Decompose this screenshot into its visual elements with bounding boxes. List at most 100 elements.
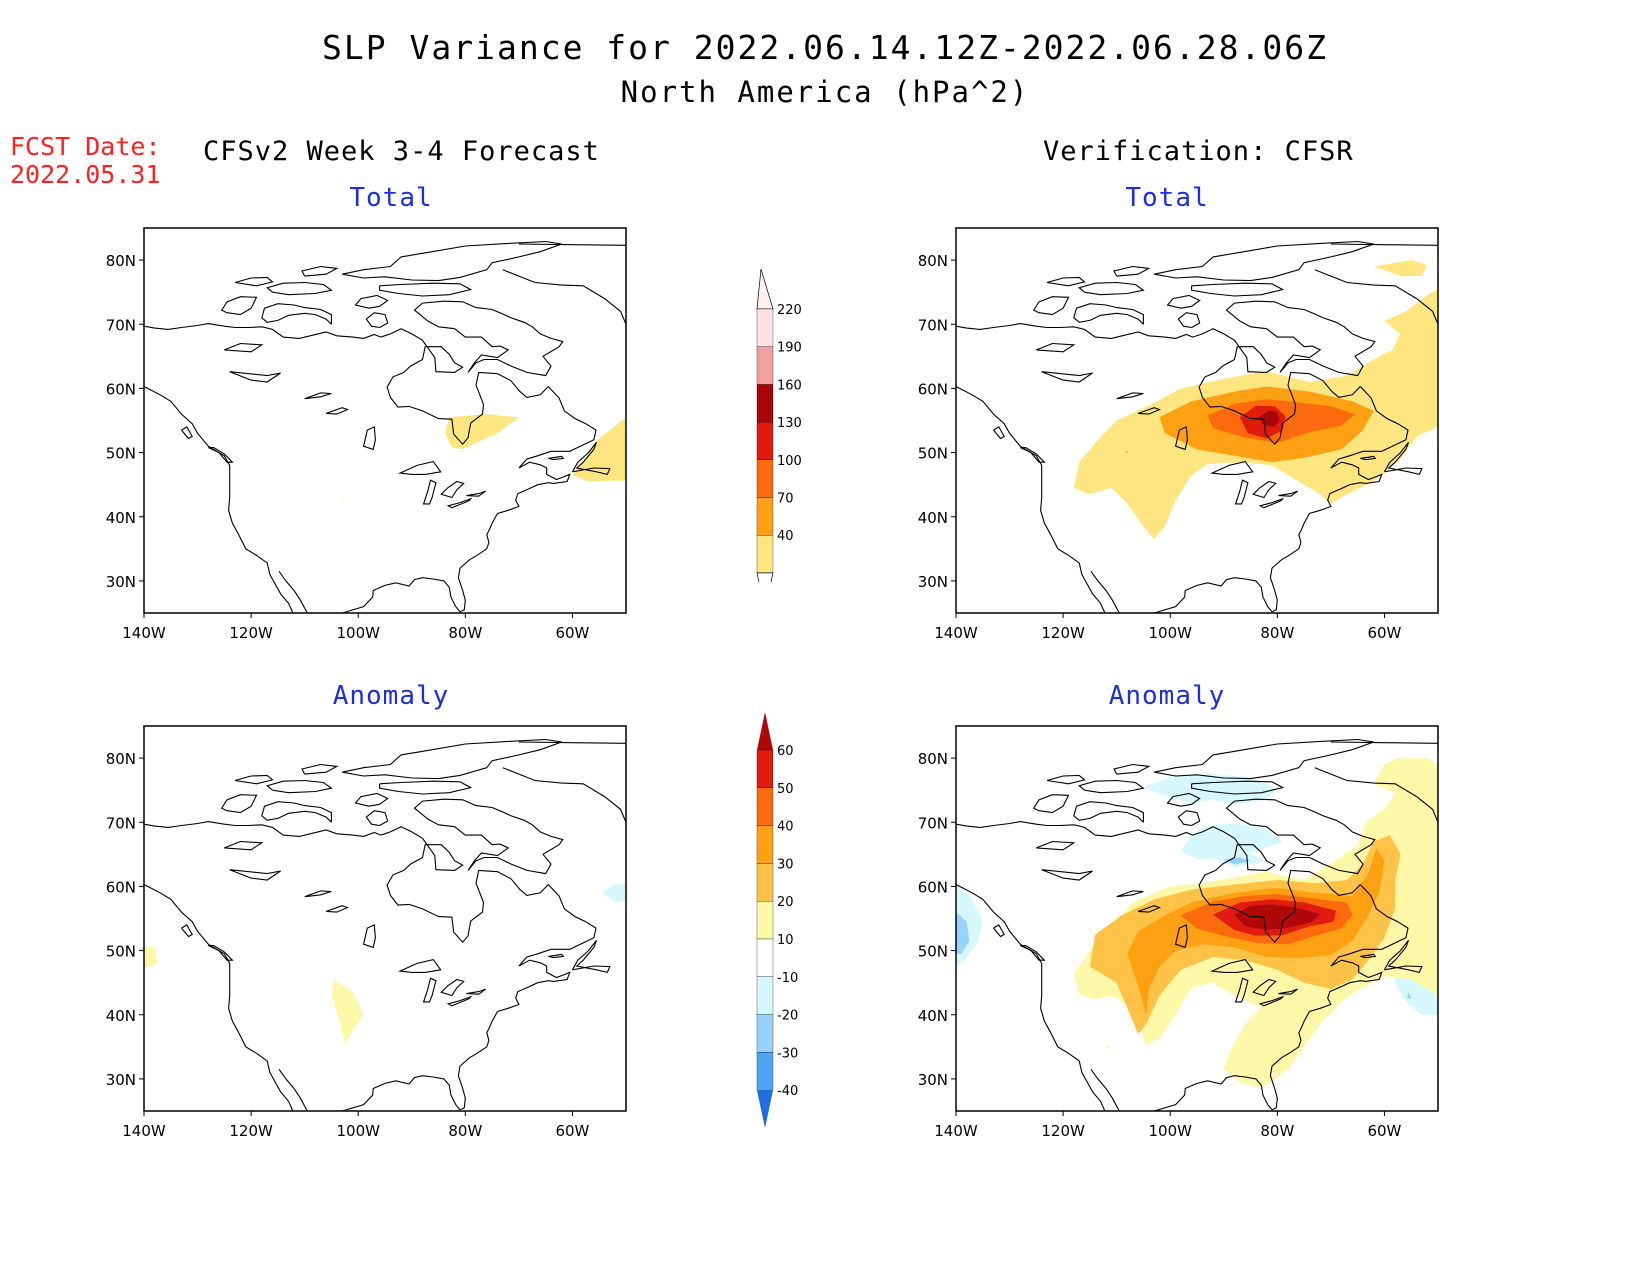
colorbar-label: 40	[777, 820, 794, 835]
total-colorbar: 40 70 100 130 160 190 220	[756, 268, 802, 582]
colorbar-swatch	[756, 825, 774, 864]
lon-tick-label: 140W	[122, 1122, 166, 1140]
coastline	[301, 763, 339, 775]
coastline	[342, 884, 597, 1111]
coastline	[1073, 303, 1144, 325]
coastline	[234, 276, 274, 287]
shaded-region	[331, 979, 364, 1044]
lat-tick-label: 50N	[918, 943, 948, 961]
lon-tick-label: 100W	[336, 1122, 380, 1140]
coastline	[1113, 763, 1151, 775]
colorbar-swatch	[756, 497, 774, 536]
lake-outline	[224, 342, 264, 353]
colorbar-top-arrow	[757, 712, 773, 750]
lat-tick-label: 40N	[106, 1007, 136, 1025]
coastline	[208, 944, 234, 961]
lat-tick-label: 50N	[106, 445, 136, 463]
coastline	[1154, 386, 1409, 613]
lake-outline	[224, 840, 264, 851]
shaded-region	[1125, 450, 1129, 454]
coastline	[144, 386, 294, 613]
lat-tick-label: 60N	[918, 878, 948, 896]
lake-outline	[1174, 924, 1188, 949]
lon-tick-label: 120W	[1041, 624, 1085, 642]
lat-tick-label: 80N	[918, 252, 948, 270]
lat-tick-label: 30N	[106, 573, 136, 591]
lat-tick-label: 70N	[918, 814, 948, 832]
colorbar-swatch	[756, 1052, 774, 1091]
lake-outline	[304, 890, 332, 898]
coastline	[571, 441, 611, 476]
forecast-column-header: CFSv2 Week 3-4 Forecast	[203, 136, 600, 167]
coastline	[518, 741, 626, 744]
coastline	[1177, 312, 1201, 329]
lat-tick-label: 50N	[918, 445, 948, 463]
shaded-region	[601, 883, 626, 903]
lake-outline	[1258, 995, 1285, 1007]
coastline	[1191, 282, 1285, 297]
coastline	[502, 767, 626, 823]
lon-tick-label: 120W	[1041, 1122, 1085, 1140]
map-background	[144, 228, 626, 613]
coastline	[278, 570, 308, 613]
coastline	[1383, 939, 1423, 974]
colorbar-swatch	[756, 308, 774, 347]
lake-outline	[397, 460, 442, 475]
lake-outline	[1036, 840, 1076, 851]
coastline	[1046, 276, 1086, 287]
coastline	[1360, 953, 1377, 959]
colorbar-bottom-arrow	[756, 572, 774, 582]
lake-outline	[1041, 869, 1093, 881]
lat-tick-label: 30N	[106, 1071, 136, 1089]
coastline	[993, 426, 1005, 440]
lat-tick-label: 40N	[918, 1007, 948, 1025]
shaded-region	[956, 912, 970, 954]
coastline	[1113, 265, 1151, 277]
coastline	[502, 269, 626, 325]
lake-outline	[325, 407, 350, 415]
lat-tick-label: 40N	[918, 509, 948, 527]
coastline	[354, 792, 389, 807]
lake-outline	[304, 392, 332, 400]
colorbar-swatch	[756, 421, 774, 460]
colorbar-label: 190	[777, 341, 802, 356]
colorbar-swatch	[756, 459, 774, 498]
coastline	[379, 282, 473, 297]
lat-tick-label: 70N	[918, 316, 948, 334]
coastline	[261, 801, 332, 823]
lake-outline	[397, 958, 442, 973]
forecast-anomaly-map: 80N 70N 60N 50N 40N 30N 140W 120W 100W 80W 60W	[106, 725, 627, 1140]
coastline	[413, 300, 564, 377]
map-frame	[143, 725, 627, 1112]
lake-outline	[1278, 988, 1299, 995]
lake-outline	[1174, 426, 1188, 451]
lake-outline	[362, 426, 376, 451]
verification-total-title: Total	[1125, 183, 1209, 213]
coastline	[1090, 1068, 1120, 1111]
lake-outline	[466, 490, 487, 497]
lon-tick-label: 120W	[229, 1122, 273, 1140]
colorbar-swatch	[756, 384, 774, 423]
lat-tick-label: 60N	[106, 380, 136, 398]
coastline	[1330, 243, 1438, 246]
coastline	[956, 323, 1361, 446]
coastline	[1314, 767, 1438, 823]
forecast-anomaly-title: Anomaly	[332, 681, 450, 711]
lat-tick-label: 80N	[106, 750, 136, 768]
coastline	[342, 240, 562, 282]
lake-outline	[446, 497, 473, 509]
colorbar-swatch	[756, 535, 774, 574]
lon-tick-label: 100W	[1148, 1122, 1192, 1140]
lat-tick-label: 80N	[106, 252, 136, 270]
lat-tick-label: 70N	[106, 316, 136, 334]
shaded-region	[1106, 1044, 1112, 1050]
verification-anomaly-title: Anomaly	[1108, 681, 1226, 711]
lake-outline	[446, 995, 473, 1007]
map-frame	[955, 227, 1439, 614]
coastline	[365, 810, 389, 827]
coastline	[1225, 300, 1376, 377]
shaded-region	[1234, 904, 1321, 930]
lake-outline	[1209, 958, 1254, 973]
coastline	[278, 1068, 308, 1111]
coastline	[342, 738, 562, 780]
